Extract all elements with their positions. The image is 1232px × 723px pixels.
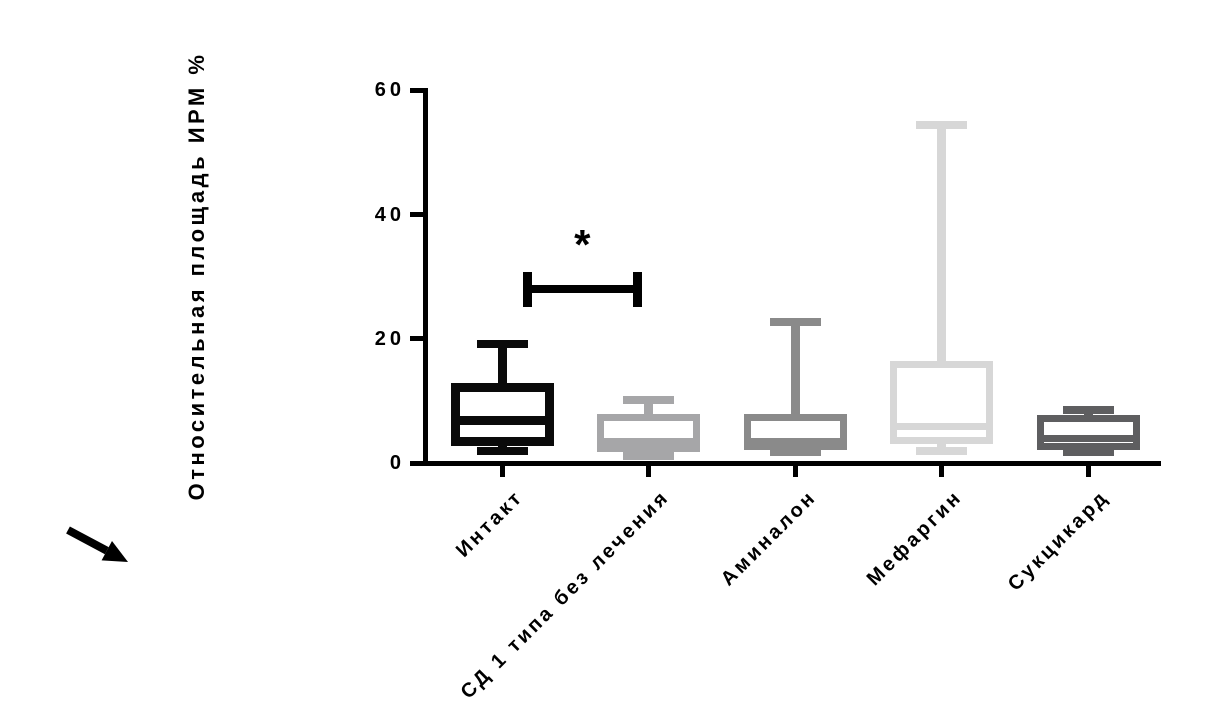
- x-category-label-4: Мефаргин: [862, 486, 968, 591]
- y-axis-tick: [410, 336, 425, 342]
- x-axis-tick: [792, 464, 798, 477]
- whisker-low-cap: [1062, 448, 1114, 457]
- whisker-high-line: [790, 322, 800, 418]
- whisker-high-line: [497, 343, 507, 388]
- median-line: [450, 415, 554, 425]
- significance-cap: [522, 271, 532, 308]
- x-axis-tick: [646, 464, 651, 477]
- whisker-high-cap: [769, 318, 821, 327]
- y-tick-label: 20: [374, 327, 405, 350]
- whisker-low-line: [937, 440, 946, 452]
- whisker-high-line: [644, 400, 653, 418]
- whisker-high-cap: [916, 120, 967, 129]
- box-1: [450, 382, 554, 447]
- x-category-label-5: Сукцикард: [1004, 486, 1114, 596]
- median-line: [1036, 435, 1140, 443]
- x-axis-tick: [499, 464, 505, 477]
- y-axis-tick: [410, 460, 425, 466]
- whisker-low-cap: [769, 448, 821, 457]
- x-axis-tick: [1085, 464, 1091, 477]
- y-axis-tick: [410, 87, 425, 93]
- significance-bar: [527, 285, 638, 294]
- whisker-low-cap: [623, 452, 674, 461]
- median-line: [743, 438, 847, 446]
- significance-star: *: [574, 220, 591, 268]
- down-right-arrow-icon: [66, 526, 128, 562]
- y-axis-line: [423, 88, 428, 465]
- y-tick-label: 40: [374, 203, 405, 226]
- whisker-high-line: [937, 124, 946, 365]
- box-4: [890, 360, 993, 444]
- significance-cap: [633, 271, 642, 308]
- box-2: [597, 414, 700, 453]
- whisker-high-cap: [476, 339, 528, 348]
- box-5: [1036, 414, 1140, 450]
- whisker-high-line: [1083, 409, 1093, 419]
- x-category-label-3: Аминалон: [716, 486, 821, 591]
- whisker-high-cap: [623, 396, 674, 405]
- whisker-low-cap: [476, 447, 528, 456]
- x-axis-line: [423, 461, 1161, 466]
- whisker-low-cap: [916, 447, 967, 456]
- x-category-label-1: Интакт: [451, 486, 528, 562]
- x-axis-tick: [939, 464, 944, 477]
- y-tick-label: 0: [389, 452, 405, 474]
- y-axis-tick: [410, 212, 425, 218]
- median-line: [597, 437, 700, 445]
- median-line: [890, 423, 993, 431]
- whisker-low-line: [497, 441, 507, 452]
- y-tick-label: 60: [374, 79, 405, 102]
- whisker-high-cap: [1062, 405, 1114, 414]
